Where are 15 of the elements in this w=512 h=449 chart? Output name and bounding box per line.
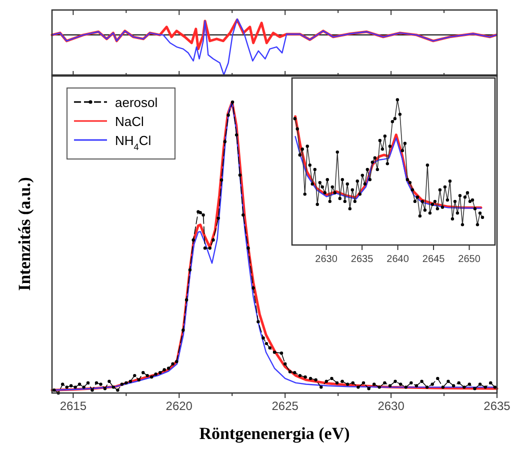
x-tick-label: 2630 bbox=[378, 399, 405, 413]
x-tick-label: 2630 bbox=[315, 254, 338, 265]
legend-label: NaCl bbox=[115, 114, 144, 129]
legend-label: aerosol bbox=[115, 95, 158, 110]
x-tick-label: 2645 bbox=[422, 254, 446, 265]
y-axis-title: Intenzitás (a.u.) bbox=[15, 177, 34, 291]
x-tick-label: 2635 bbox=[350, 254, 374, 265]
x-tick-label: 2650 bbox=[458, 254, 481, 265]
x-tick-label: 2615 bbox=[60, 399, 87, 413]
x-tick-label: 2635 bbox=[484, 399, 511, 413]
x-tick-label: 2640 bbox=[386, 254, 410, 265]
x-tick-label: 2620 bbox=[166, 399, 193, 413]
x-tick-label: 2625 bbox=[272, 399, 299, 413]
x-axis-title: Röntgenenergia (eV) bbox=[199, 424, 350, 443]
legend-label: NH$_{4}$Cl bbox=[115, 133, 152, 152]
